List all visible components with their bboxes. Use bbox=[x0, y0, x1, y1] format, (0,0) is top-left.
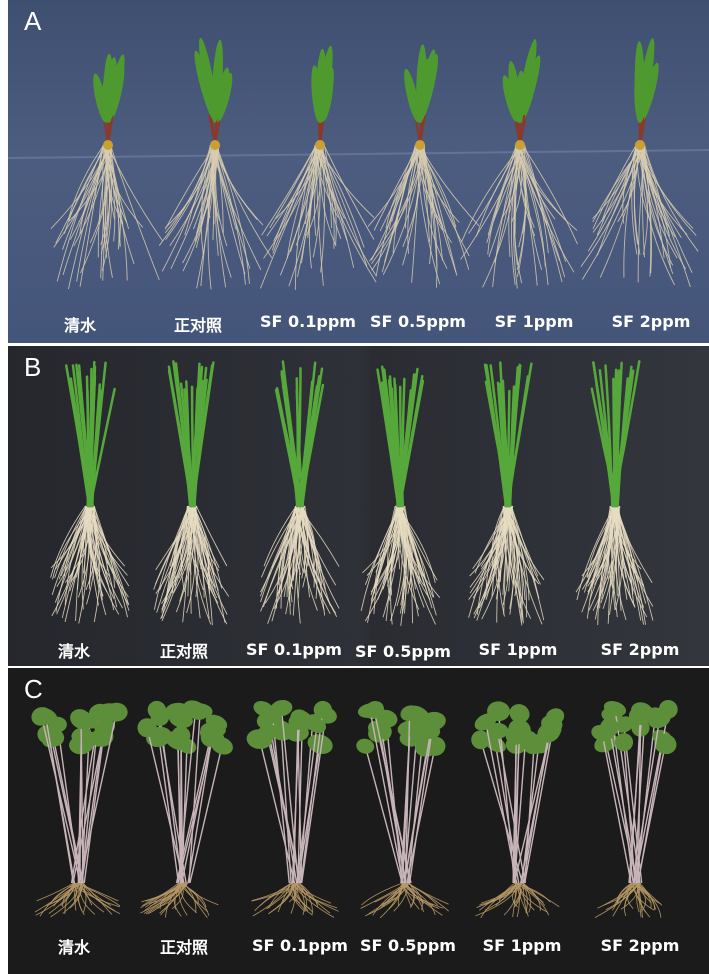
panel-a-seedlings-image bbox=[8, 37, 709, 290]
seedling bbox=[471, 701, 565, 919]
panel-b-photo: B 清水 正对照 SF 0.1ppm SF 0.5ppm SF 1ppm SF … bbox=[8, 346, 709, 666]
seedling bbox=[260, 45, 377, 290]
seedling bbox=[591, 699, 678, 918]
seedling bbox=[50, 360, 130, 624]
label-sf-0.5: SF 0.5ppm bbox=[370, 312, 466, 331]
panel-c-seedlings-image bbox=[31, 699, 678, 919]
panel-letter: C bbox=[24, 674, 43, 704]
seedling bbox=[575, 360, 654, 626]
label-positive-control: 正对照 bbox=[159, 938, 209, 957]
label-sf-0.5: SF 0.5ppm bbox=[355, 642, 451, 661]
label-sf-2: SF 2ppm bbox=[611, 312, 691, 331]
seedling bbox=[356, 701, 449, 919]
seedling bbox=[580, 38, 699, 288]
label-water: 清水 bbox=[57, 938, 91, 957]
seedling bbox=[50, 53, 163, 290]
seedling bbox=[468, 361, 545, 626]
panel-c-photo: C 清水 正对照 SF 0.1ppm SF 0.5ppm SF 1ppm SF … bbox=[8, 668, 709, 974]
seedling bbox=[246, 699, 339, 918]
label-sf-1: SF 1ppm bbox=[482, 936, 562, 955]
label-sf-2: SF 2ppm bbox=[600, 936, 680, 955]
seedling bbox=[137, 700, 233, 919]
label-sf-1: SF 1ppm bbox=[478, 640, 558, 659]
label-positive-control: 正对照 bbox=[159, 642, 209, 661]
label-sf-1: SF 1ppm bbox=[494, 312, 574, 331]
label-sf-0.1: SF 0.1ppm bbox=[246, 640, 342, 659]
seedling bbox=[360, 365, 441, 626]
label-sf-0.1: SF 0.1ppm bbox=[252, 936, 348, 955]
panel-letter: A bbox=[24, 6, 42, 36]
seedling bbox=[367, 44, 480, 288]
label-water: 清水 bbox=[63, 316, 97, 335]
label-sf-0.1: SF 0.1ppm bbox=[260, 312, 356, 331]
label-sf-2: SF 2ppm bbox=[600, 640, 680, 659]
seedling bbox=[259, 360, 340, 624]
seedling bbox=[158, 37, 273, 290]
seedling bbox=[31, 702, 128, 918]
seedling bbox=[153, 360, 230, 626]
panel-b-seedlings-image bbox=[50, 360, 654, 626]
panel-a-photo: A 清水 正对照 SF 0.1ppm SF 0.5ppm SF 1ppm SF … bbox=[8, 0, 709, 343]
label-sf-0.5: SF 0.5ppm bbox=[360, 936, 456, 955]
label-water: 清水 bbox=[57, 642, 91, 661]
label-positive-control: 正对照 bbox=[173, 316, 223, 335]
seedling bbox=[460, 39, 578, 289]
panel-letter: B bbox=[24, 352, 42, 382]
